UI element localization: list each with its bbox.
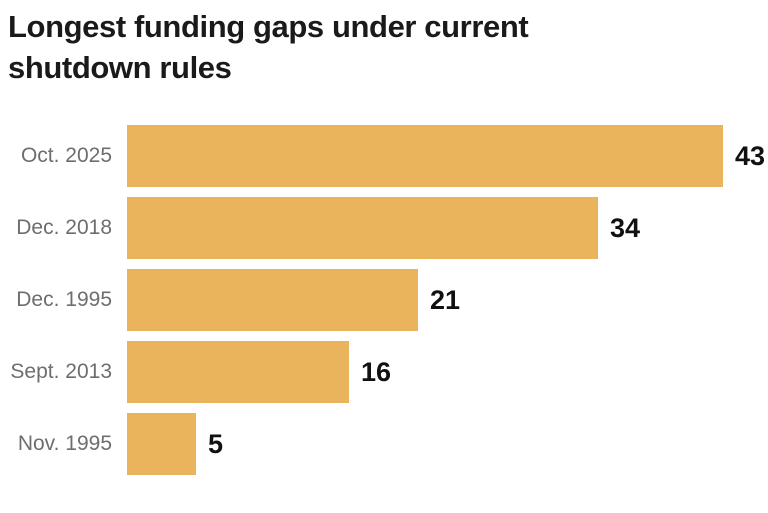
- value-label: 21: [430, 284, 461, 315]
- category-label: Sept. 2013: [10, 360, 112, 383]
- category-label: Oct. 2025: [20, 144, 112, 167]
- value-label: 34: [610, 212, 641, 243]
- bar: [127, 413, 196, 475]
- bar-row: Oct. 2025 43: [0, 125, 768, 187]
- value-label: 5: [208, 428, 224, 459]
- category-label: Nov. 1995: [17, 432, 112, 455]
- bar-track: 21: [127, 269, 768, 331]
- bar-track: 5: [127, 413, 768, 475]
- bar-track: 43: [127, 125, 768, 187]
- bar: [127, 341, 349, 403]
- bar: [127, 269, 418, 331]
- bar-chart: Oct. 2025 43 Dec. 2018 34 Dec. 1995 21 S…: [0, 125, 768, 475]
- bar-track: 16: [127, 341, 768, 403]
- bar-row: Dec. 1995 21: [0, 269, 768, 331]
- chart-title: Longest funding gaps under current shutd…: [8, 9, 529, 85]
- category-label: Dec. 2018: [16, 216, 112, 239]
- bar-row: Nov. 1995 5: [0, 413, 768, 475]
- bar-row: Sept. 2013 16: [0, 341, 768, 403]
- bar: [127, 197, 598, 259]
- value-label: 43: [735, 140, 766, 171]
- bar-track: 34: [127, 197, 768, 259]
- bar: [127, 125, 723, 187]
- category-label: Dec. 1995: [16, 288, 112, 311]
- bar-row: Dec. 2018 34: [0, 197, 768, 259]
- value-label: 16: [361, 356, 392, 387]
